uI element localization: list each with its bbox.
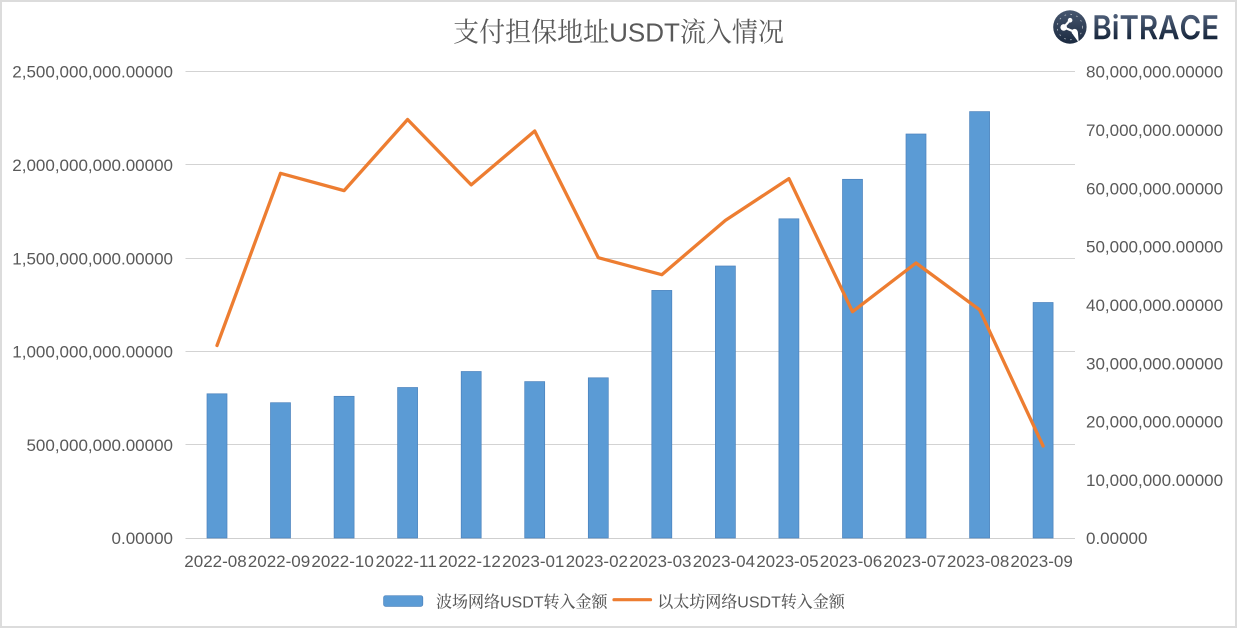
svg-text:2,000,000,000.00000: 2,000,000,000.00000	[12, 156, 173, 175]
svg-text:1,000,000,000.00000: 1,000,000,000.00000	[12, 343, 173, 362]
svg-text:USDT: USDT	[737, 594, 781, 611]
svg-text:2022-09: 2022-09	[248, 552, 310, 571]
svg-text:USDT: USDT	[609, 18, 680, 48]
svg-text:2022-11: 2022-11	[376, 552, 437, 571]
svg-text:2023-07: 2023-07	[883, 552, 945, 571]
svg-text:2023-09: 2023-09	[1010, 552, 1072, 571]
svg-text:1,500,000,000.00000: 1,500,000,000.00000	[12, 249, 173, 268]
svg-text:30,000,000.00000: 30,000,000.00000	[1086, 354, 1223, 373]
svg-text:2023-08: 2023-08	[947, 552, 1009, 571]
svg-text:2022-12: 2022-12	[439, 552, 501, 571]
svg-text:10,000,000.00000: 10,000,000.00000	[1086, 471, 1223, 490]
svg-text:2023-06: 2023-06	[820, 552, 882, 571]
svg-text:2023-02: 2023-02	[566, 552, 628, 571]
svg-text:2,500,000,000.00000: 2,500,000,000.00000	[12, 63, 173, 82]
svg-text:2023-05: 2023-05	[756, 552, 818, 571]
svg-text:50,000,000.00000: 50,000,000.00000	[1086, 238, 1223, 257]
svg-text:80,000,000.00000: 80,000,000.00000	[1086, 63, 1223, 82]
svg-text:2023-03: 2023-03	[629, 552, 691, 571]
svg-text:2022-08: 2022-08	[184, 552, 246, 571]
svg-text:USDT: USDT	[500, 594, 544, 611]
svg-text:0.00000: 0.00000	[112, 529, 173, 548]
svg-text:70,000,000.00000: 70,000,000.00000	[1086, 121, 1223, 140]
svg-text:2023-01: 2023-01	[502, 552, 564, 571]
svg-text:40,000,000.00000: 40,000,000.00000	[1086, 296, 1223, 315]
svg-text:20,000,000.00000: 20,000,000.00000	[1086, 413, 1223, 432]
svg-text:60,000,000.00000: 60,000,000.00000	[1086, 179, 1223, 198]
svg-text:2023-04: 2023-04	[693, 552, 755, 571]
svg-text:2022-10: 2022-10	[311, 552, 373, 571]
svg-text:500,000,000.00000: 500,000,000.00000	[26, 436, 173, 455]
svg-text:0.00000: 0.00000	[1086, 529, 1147, 548]
